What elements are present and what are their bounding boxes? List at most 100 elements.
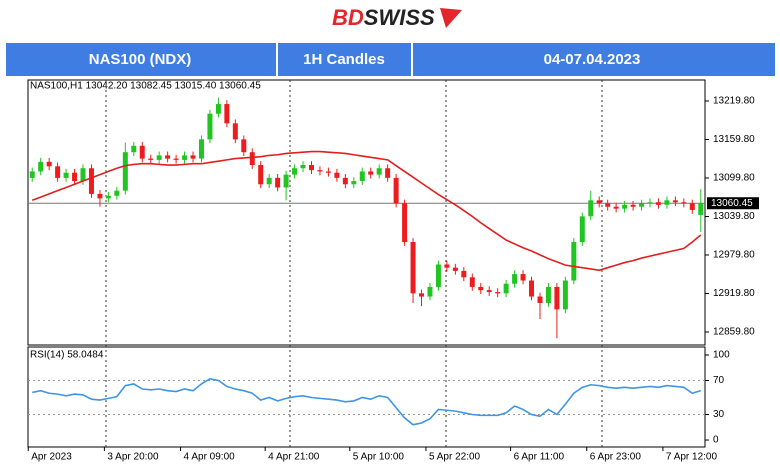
candle-body [495, 292, 501, 294]
candle-body [63, 172, 69, 178]
rsi-tick-label: 30 [713, 409, 725, 420]
logo-part: SWISS [364, 5, 435, 30]
candle-body [207, 113, 213, 140]
rsi-tick-label: 100 [713, 350, 730, 361]
logo-part: BD [332, 5, 364, 30]
candle-body [512, 274, 518, 284]
candle-body [427, 286, 433, 297]
candle-body [351, 181, 357, 185]
candle-body [435, 264, 441, 287]
candle-body [317, 170, 323, 172]
candle-body [173, 158, 179, 160]
candle-body [105, 195, 111, 199]
candle-body [520, 274, 526, 281]
candle-body [689, 203, 695, 210]
candle-body [596, 200, 602, 204]
candle-body [537, 296, 543, 303]
candle-body [419, 293, 425, 297]
candle-body [410, 242, 416, 294]
y-tick-label: 13219.80 [713, 96, 755, 107]
logo-mark [440, 8, 462, 28]
x-tick-label: 6 Apr 23:00 [590, 452, 642, 463]
candle-body [97, 193, 103, 199]
candle-body [165, 155, 171, 159]
x-tick-label: 4 Apr 09:00 [184, 452, 236, 463]
candle-body [224, 104, 230, 124]
candle-body [215, 104, 221, 114]
candle-body [571, 242, 577, 281]
candle-body [232, 123, 238, 140]
x-tick-label: 7 Apr 12:00 [666, 452, 718, 463]
candle-body [300, 165, 306, 169]
candle-body [275, 177, 281, 188]
candle-body [562, 280, 568, 310]
candle-body [605, 203, 611, 207]
candle-body [249, 152, 255, 166]
candle-body [664, 200, 670, 205]
candle-body [698, 203, 704, 215]
candle-body [529, 280, 535, 297]
x-tick-label: 4 Apr 21:00 [268, 452, 320, 463]
candle-body [486, 290, 492, 293]
candle-body [38, 161, 44, 172]
candle-body [672, 200, 678, 203]
rsi-line [32, 377, 702, 426]
rsi-title: RSI(14) 58.0484 [30, 350, 104, 361]
candle-body [190, 155, 196, 159]
candle-body [588, 200, 594, 217]
candle-body [545, 286, 551, 303]
candle-body [368, 171, 374, 175]
x-tick-label: Apr 2023 [31, 452, 72, 463]
rsi-tick-label: 0 [713, 435, 719, 446]
candle-body [46, 161, 52, 167]
candle-body [393, 177, 399, 204]
candle-body [503, 283, 509, 294]
price-panel [27, 79, 706, 346]
candle-body [385, 168, 391, 178]
date-range: 04-07.04.2023 [544, 51, 641, 68]
candle-body [292, 168, 298, 175]
y-tick-label: 12919.80 [713, 288, 755, 299]
info: NAS100,H1 13042.20 13082.45 13015.40 130… [30, 81, 261, 92]
candle-body [114, 190, 120, 196]
candle-body [452, 267, 458, 271]
candle-body [359, 171, 365, 182]
candle-body [325, 171, 331, 173]
candle-body [639, 203, 645, 207]
candle-body [182, 155, 188, 160]
candle-body [241, 139, 247, 153]
x-tick-label: 3 Apr 20:00 [107, 452, 159, 463]
candle-body [613, 206, 619, 209]
title-bar [6, 43, 775, 76]
candle-body [342, 177, 348, 185]
candle-body [258, 165, 264, 185]
candle-body [198, 139, 204, 159]
timeframe: 1H Candles [303, 51, 385, 68]
candle-body [266, 177, 272, 185]
candle-body [156, 155, 162, 160]
candle-body [55, 166, 61, 178]
moving-average [31, 150, 702, 272]
candle-body [478, 286, 484, 291]
candle-body [72, 172, 78, 182]
candle-body [622, 204, 628, 209]
candle-body [122, 152, 128, 191]
symbol: NAS100 (NDX) [89, 51, 192, 68]
logo: BDSWISS [332, 5, 435, 30]
candle-body [88, 168, 94, 194]
candle-body [681, 202, 687, 204]
candle-body [630, 204, 636, 207]
candle-body [469, 277, 475, 287]
y-tick-label: 13039.80 [713, 211, 755, 222]
last-price-label: 13060.45 [711, 198, 753, 209]
x-tick-label: 5 Apr 10:00 [353, 452, 405, 463]
candle-body [131, 145, 137, 153]
candle-body [308, 165, 314, 171]
x-tick-label: 5 Apr 22:00 [429, 452, 481, 463]
candle-body [554, 286, 560, 310]
candle-body [334, 172, 340, 178]
candle-body [647, 202, 653, 204]
last-price-box [707, 197, 759, 210]
candle-body [283, 174, 289, 188]
